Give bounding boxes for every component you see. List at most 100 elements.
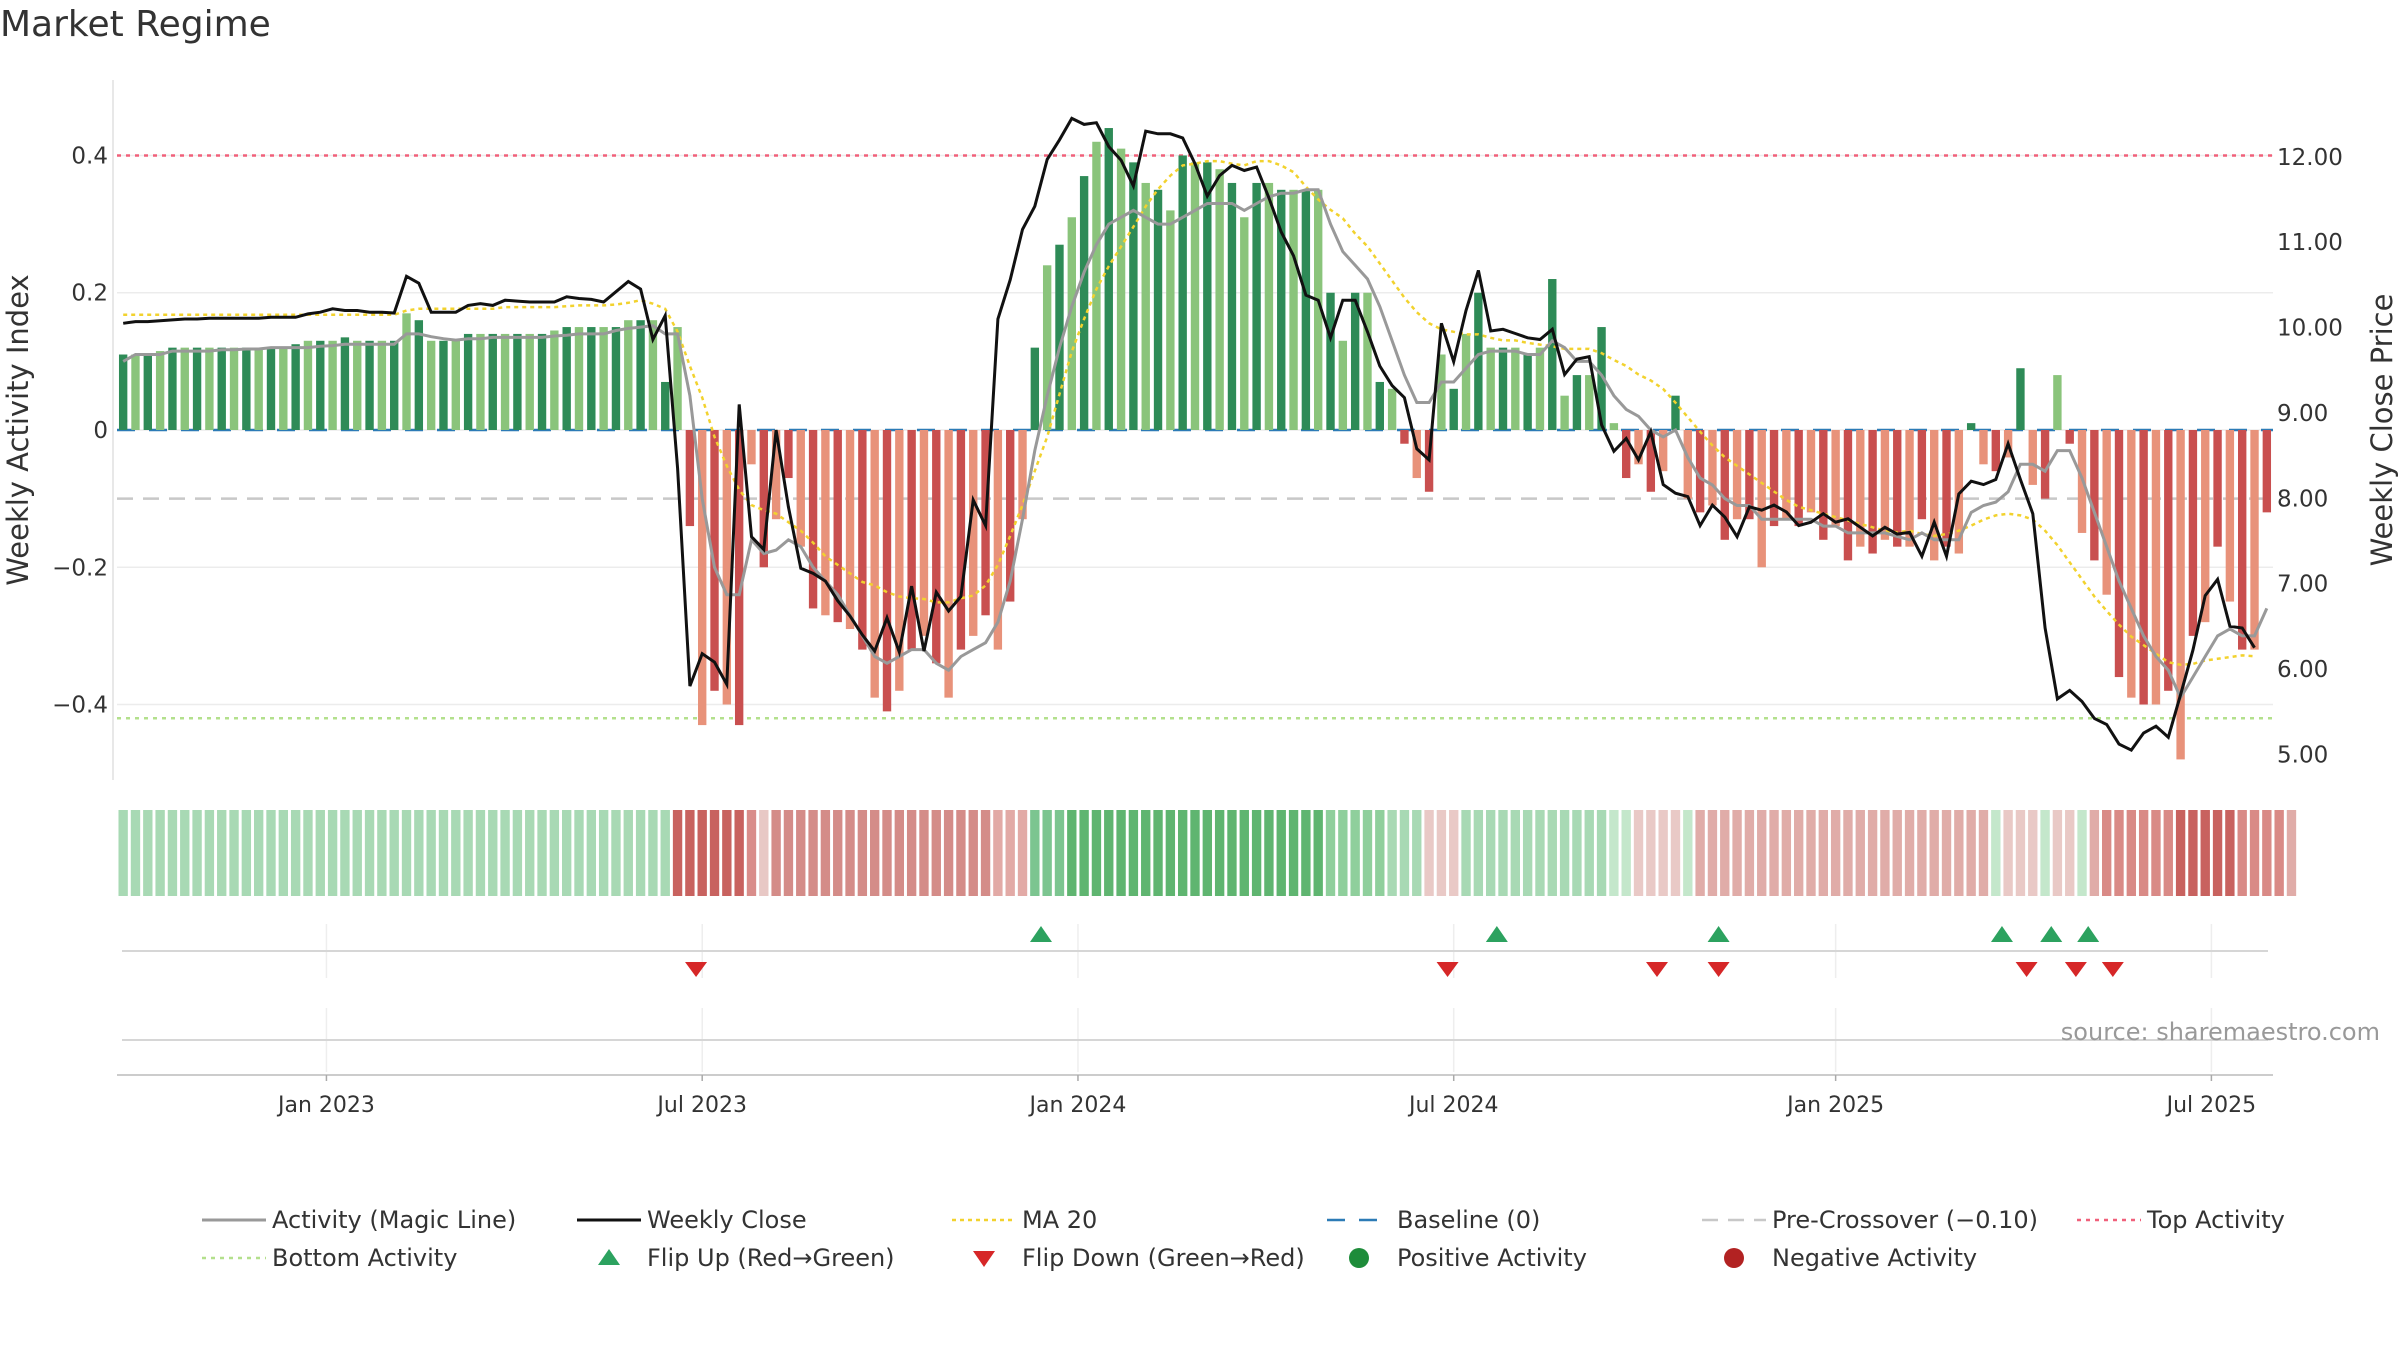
regime-cell bbox=[722, 810, 732, 896]
activity-bar bbox=[1116, 148, 1126, 431]
regime-cell bbox=[2114, 810, 2124, 896]
activity-bar bbox=[1905, 430, 1914, 547]
red-dot-icon bbox=[1724, 1248, 1744, 1268]
activity-bar bbox=[131, 354, 140, 430]
regime-cell bbox=[1424, 810, 1434, 896]
regime-cell bbox=[1375, 810, 1385, 896]
activity-bar bbox=[1695, 430, 1705, 513]
activity-bar bbox=[242, 347, 251, 430]
legend-label: Baseline (0) bbox=[1397, 1206, 1541, 1234]
activity-bar bbox=[1622, 430, 1631, 479]
regime-cell bbox=[1091, 810, 1102, 896]
regime-cell bbox=[1030, 810, 1040, 896]
down-triangle-icon bbox=[973, 1251, 995, 1267]
y2-tick-label: 8.00 bbox=[2277, 486, 2328, 512]
activity-bar bbox=[537, 333, 547, 430]
regime-cell bbox=[1904, 810, 1915, 896]
regime-cell bbox=[1387, 810, 1397, 896]
regime-cell bbox=[1153, 810, 1163, 896]
activity-bar bbox=[205, 347, 214, 430]
regime-cell bbox=[1251, 810, 1262, 896]
flip-up-marker bbox=[1707, 926, 1730, 942]
magic-line bbox=[122, 188, 2269, 701]
regime-cell bbox=[1855, 810, 1865, 896]
regime-cell bbox=[488, 810, 498, 896]
activity-bar bbox=[969, 430, 978, 636]
regime-cell bbox=[377, 810, 387, 896]
activity-bar bbox=[1203, 162, 1212, 430]
activity-bar bbox=[390, 340, 399, 430]
regime-cell bbox=[1436, 810, 1447, 896]
y2-tick-label: 5.00 bbox=[2277, 742, 2328, 768]
activity-bar bbox=[1991, 430, 2000, 472]
regime-cell bbox=[143, 810, 153, 896]
regime-cell bbox=[500, 810, 510, 896]
regime-cell bbox=[2262, 810, 2272, 896]
legend-item: Top Activity bbox=[2075, 1206, 2400, 1234]
regime-cell bbox=[1757, 810, 1767, 896]
y2-tick-label: 12.00 bbox=[2277, 145, 2343, 171]
regime-cell bbox=[2175, 810, 2186, 896]
x-tick-label: Jan 2024 bbox=[1028, 1093, 1127, 1118]
legend-item: Weekly Close bbox=[575, 1206, 950, 1234]
activity-bar bbox=[1042, 265, 1052, 430]
regime-cell bbox=[869, 810, 880, 896]
regime-cell bbox=[931, 810, 941, 896]
regime-cell bbox=[1338, 810, 1348, 896]
activity-bar bbox=[2114, 430, 2124, 678]
activity-bar bbox=[168, 347, 177, 430]
legend-item: Baseline (0) bbox=[1325, 1206, 1700, 1234]
y-axis-label: Weekly Activity Index bbox=[1, 274, 35, 585]
regime-cell bbox=[1830, 810, 1841, 896]
regime-cell bbox=[919, 810, 929, 896]
regime-cell bbox=[993, 810, 1003, 896]
regime-cell bbox=[734, 810, 744, 896]
activity-bar bbox=[1437, 354, 1446, 430]
regime-cell bbox=[315, 810, 325, 896]
activity-bar bbox=[648, 320, 658, 430]
legend-label: Pre-Crossover (−0.10) bbox=[1772, 1206, 2039, 1234]
regime-cell bbox=[1141, 810, 1151, 896]
activity-bar bbox=[2225, 430, 2235, 602]
regime-cell bbox=[1941, 810, 1952, 896]
regime-cell bbox=[1720, 810, 1730, 896]
activity-bar bbox=[2127, 430, 2136, 698]
activity-bar bbox=[1375, 381, 1384, 430]
activity-bar bbox=[500, 333, 510, 430]
activity-bar bbox=[2262, 430, 2272, 513]
regime-cell bbox=[463, 810, 473, 896]
activity-bar bbox=[1030, 347, 1040, 430]
activity-bar bbox=[2053, 375, 2062, 430]
activity-bar bbox=[513, 333, 522, 430]
activity-bar bbox=[1190, 162, 1200, 430]
activity-bar bbox=[698, 430, 707, 726]
legend-item: Flip Down (Green→Red) bbox=[950, 1244, 1325, 1272]
activity-bar bbox=[1880, 430, 1890, 540]
regime-cell bbox=[1412, 810, 1422, 896]
activity-bar bbox=[661, 381, 670, 430]
regime-cell bbox=[598, 810, 609, 896]
activity-bar bbox=[1609, 423, 1619, 430]
regime-cell bbox=[512, 810, 523, 896]
activity-bar bbox=[1658, 430, 1668, 472]
regime-cell bbox=[709, 810, 720, 896]
regime-cell bbox=[1781, 810, 1792, 896]
x-tick-labels: Jan 2023 Jul 2023 Jan 2024 Jul 2024 Jan 2025… bbox=[276, 1075, 2256, 1118]
flip-down-marker bbox=[2101, 962, 2124, 977]
black-solid-line-icon bbox=[577, 1218, 641, 1222]
regime-cell bbox=[968, 810, 978, 896]
activity-bar bbox=[1289, 189, 1298, 430]
legend-label: MA 20 bbox=[1022, 1206, 1098, 1234]
regime-cell bbox=[1670, 810, 1681, 896]
regime-cell bbox=[956, 810, 966, 896]
legend-label: Activity (Magic Line) bbox=[272, 1206, 517, 1234]
activity-bar bbox=[1646, 430, 1656, 492]
activity-bar bbox=[956, 430, 966, 650]
activity-bar bbox=[525, 333, 534, 430]
activity-bar bbox=[2176, 430, 2185, 760]
activity-bar bbox=[2213, 430, 2222, 547]
blue-dashed-line-icon bbox=[1327, 1218, 1391, 1222]
regime-cell bbox=[2200, 810, 2210, 896]
activity-bar bbox=[1277, 189, 1286, 430]
activity-bar bbox=[1548, 279, 1557, 430]
